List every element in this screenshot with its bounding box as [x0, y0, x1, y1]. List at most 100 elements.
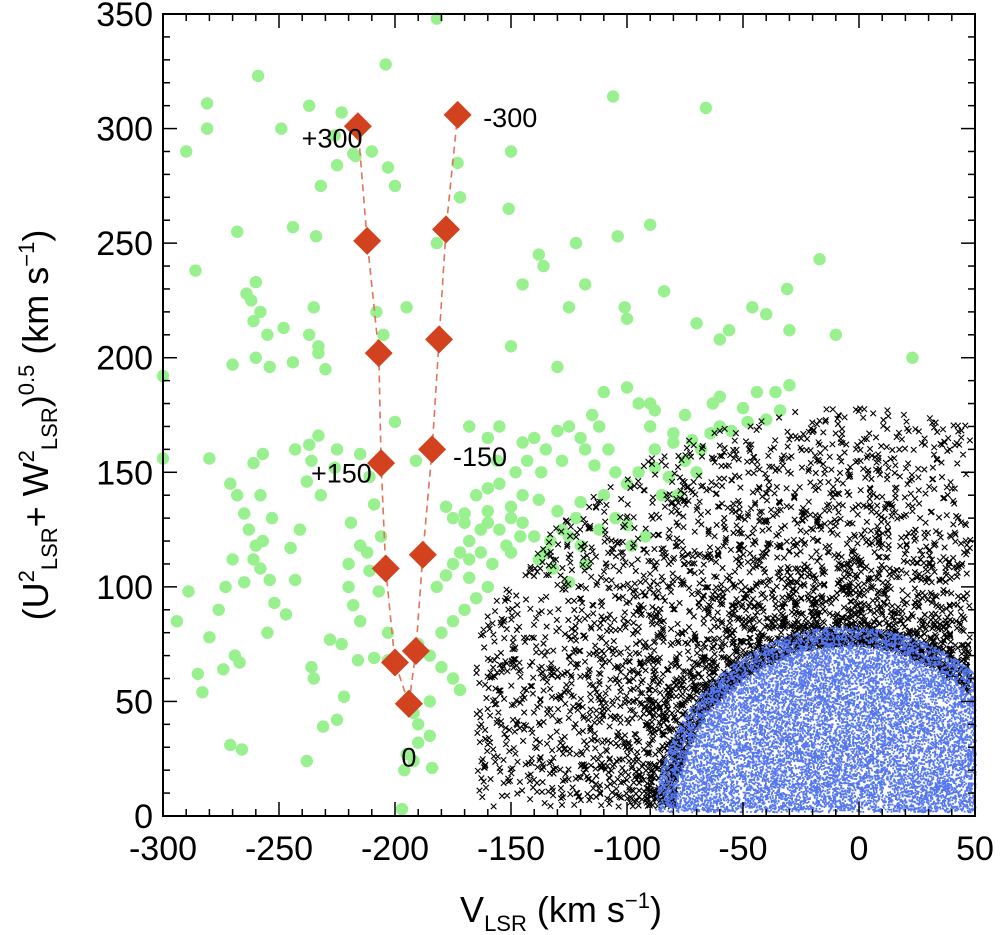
halo-point	[620, 381, 634, 394]
halo-point	[504, 340, 518, 353]
halo-point	[203, 631, 216, 644]
halo-point	[328, 461, 341, 474]
halo-point	[374, 530, 388, 543]
halo-point	[372, 585, 385, 598]
halo-point	[412, 736, 425, 749]
halo-point	[593, 420, 606, 433]
model-diamond-marker	[432, 215, 461, 244]
halo-point	[328, 129, 341, 142]
halo-point	[284, 541, 297, 555]
halo-point	[238, 576, 251, 589]
halo-point	[509, 466, 522, 479]
x-tick-label: 0	[850, 830, 869, 868]
model-diamond-marker	[408, 540, 437, 569]
halo-point	[335, 637, 348, 651]
y-tick-label: 250	[96, 225, 153, 263]
halo-point	[217, 663, 230, 676]
halo-point	[620, 477, 634, 490]
halo-point	[741, 415, 754, 429]
halo-point	[388, 179, 402, 193]
halo-point	[722, 324, 736, 337]
halo-point	[226, 553, 239, 566]
sample-label: +150	[311, 458, 372, 488]
halo-point	[597, 489, 610, 502]
halo-point	[458, 603, 471, 616]
halo-point	[303, 99, 316, 112]
model-diamond-marker	[371, 554, 400, 583]
halo-point	[251, 69, 265, 83]
x-tick-label: -300	[129, 830, 197, 868]
halo-point	[439, 569, 453, 582]
halo-point	[644, 420, 657, 433]
halo-point	[502, 202, 515, 215]
halo-point	[337, 690, 351, 703]
halo-point	[275, 122, 288, 135]
halo-point	[662, 470, 675, 484]
halo-point	[562, 420, 576, 433]
halo-point	[528, 530, 541, 543]
halo-point	[760, 308, 773, 321]
halo-point	[316, 720, 330, 733]
halo-point	[412, 718, 425, 731]
halo-point	[699, 101, 713, 115]
halo-point	[639, 530, 652, 543]
halo-point	[539, 443, 552, 456]
halo-point	[537, 259, 550, 273]
x-tick-label: -250	[245, 830, 313, 868]
halo-point	[425, 761, 439, 775]
halo-point	[342, 580, 355, 594]
halo-point	[342, 557, 355, 571]
halo-point	[618, 301, 631, 314]
model-track-lines	[357, 114, 459, 704]
model-track-markers	[343, 100, 472, 718]
series-model-track-B	[394, 100, 472, 718]
halo-point	[307, 672, 320, 685]
model-track-line	[357, 126, 410, 704]
halo-point	[367, 498, 381, 511]
halo-point	[736, 401, 750, 415]
halo-point	[597, 385, 610, 399]
halo-point	[551, 360, 564, 374]
x-tick-label: -100	[593, 830, 661, 868]
y-tick-label: 50	[115, 683, 153, 721]
halo-point	[354, 615, 367, 628]
y-axis-title: (U2LSR+ W2LSR)0.5 (km s−1)	[14, 230, 62, 621]
halo-point	[829, 328, 842, 341]
halo-point	[493, 477, 506, 490]
halo-point	[289, 573, 302, 587]
model-diamond-marker	[425, 325, 454, 354]
halo-point	[300, 475, 313, 488]
model-diamond-marker	[418, 435, 447, 464]
halo-point	[219, 580, 232, 594]
halo-point	[435, 660, 448, 674]
halo-point	[620, 518, 634, 532]
halo-point	[361, 546, 374, 559]
halo-point	[463, 534, 476, 548]
halo-point	[330, 713, 344, 726]
halo-point	[240, 287, 253, 300]
halo-point	[286, 220, 300, 234]
halo-point	[504, 511, 518, 525]
halo-point	[813, 253, 826, 266]
halo-point	[347, 599, 360, 612]
halo-point	[312, 429, 325, 442]
halo-point	[569, 511, 583, 525]
model-diamond-marker	[394, 689, 423, 718]
x-tick-label: -50	[718, 830, 767, 868]
halo-point	[409, 454, 423, 467]
halo-point	[453, 546, 467, 559]
halo-point	[562, 301, 576, 314]
y-tick-label: 200	[96, 340, 153, 378]
halo-point	[233, 656, 246, 669]
halo-point	[379, 58, 392, 71]
halo-point	[212, 603, 225, 616]
halo-point	[532, 248, 545, 261]
halo-point	[314, 179, 327, 193]
halo-point	[330, 443, 344, 456]
halo-point	[231, 489, 244, 502]
halo-point	[279, 608, 293, 621]
halo-point	[451, 156, 464, 170]
halo-point	[685, 434, 699, 447]
halo-point	[182, 585, 195, 598]
halo-point	[657, 285, 671, 298]
